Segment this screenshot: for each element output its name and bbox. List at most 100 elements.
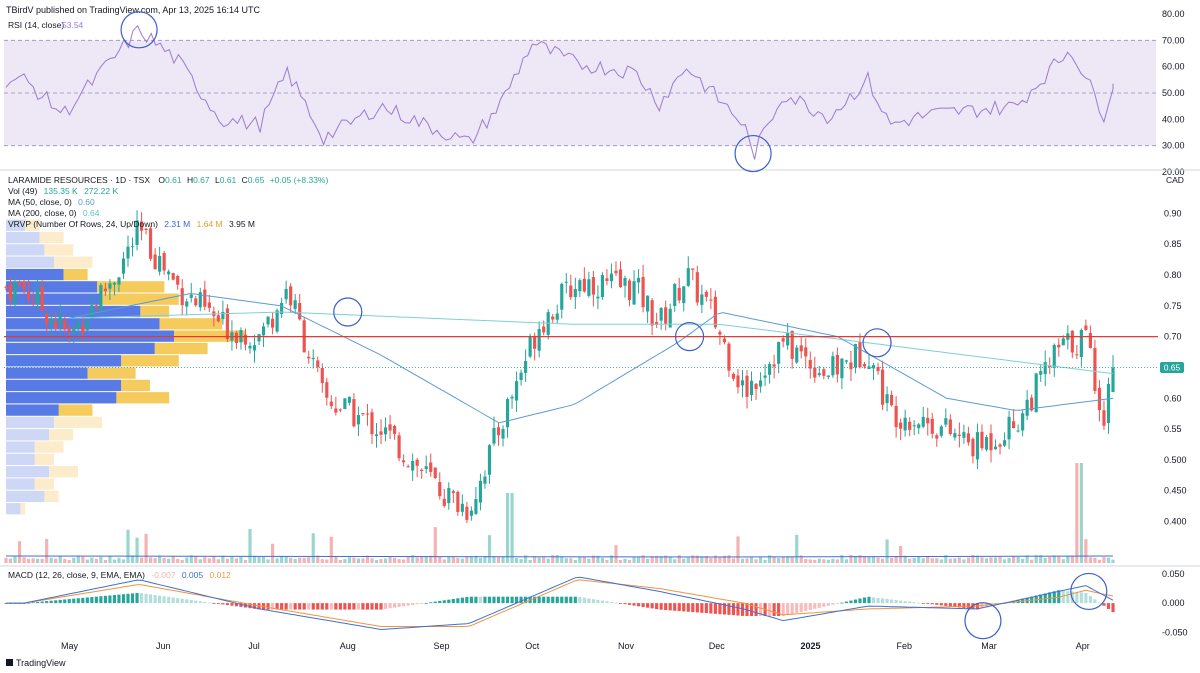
macd-histogram-bar [478,596,483,604]
vrvp-up-bar [6,244,45,256]
candle-body [799,345,803,352]
macd-histogram-bar [880,598,885,604]
volume-bar [483,555,487,563]
candle-body [704,291,708,297]
volume-bar [293,558,297,563]
macd-histogram-bar [374,603,379,610]
macd-histogram-bar [632,603,636,606]
volume-bar [921,558,925,563]
candle-body [871,365,876,369]
candle-body [108,283,112,289]
candle-body [831,356,835,376]
macd-histogram-bar [451,598,455,604]
volume-bar [139,557,144,563]
macd-histogram-bar [27,602,31,604]
candle-body [320,368,324,383]
volume-bar [54,558,58,563]
candle-body [478,480,483,503]
time-tick-label: Jul [248,641,260,651]
volume-bar [609,555,614,563]
volume-bar [13,556,17,563]
macd-histogram-bar [650,603,654,609]
tradingview-logo-icon [6,659,13,666]
macd-histogram-bar [655,603,659,610]
macd-histogram-bar [1102,603,1106,606]
volume-bar [966,557,970,563]
candle-body [126,246,130,259]
macd-histogram-bar [718,603,722,615]
volume-bar [17,541,22,563]
annotation-circle [734,134,772,173]
candle-body [899,422,903,429]
candle-body [271,318,275,328]
vrvp-up-bar [6,490,45,503]
macd-histogram-bar [813,603,817,609]
volume-bar [361,558,365,563]
volume-bar [880,558,885,563]
volume-bar [971,555,975,563]
macd-histogram-bar [117,594,121,604]
volume-bar [424,556,428,563]
candle-body [1030,397,1034,411]
vrvp-up-bar [6,256,54,268]
candle-body [722,338,727,343]
macd-histogram-bar [957,603,961,608]
macd-histogram-bar [1075,591,1079,604]
macd-histogram-bar [248,603,252,609]
candle-body [867,366,871,370]
time-tick-label: Dec [709,641,726,651]
candle-body [27,292,31,299]
macd-histogram-bar [388,603,392,609]
volume-bar [176,558,180,563]
candle-body [298,302,302,320]
macd-histogram-bar [271,603,275,610]
volume-bar [627,559,632,563]
macd-histogram-bar [307,603,311,610]
volume-bar [31,558,35,563]
volume-bar [248,528,252,563]
macd-histogram-bar [505,596,510,604]
candle-body [781,338,785,342]
volume-bar [885,539,889,563]
candle-body [492,427,496,444]
volume-bars [4,463,1115,563]
volume-bar [1057,556,1061,563]
macd-histogram-bar [867,596,871,604]
candle-body [623,277,627,286]
volume-bar [505,493,510,563]
candle-body [786,332,790,346]
macd-histogram-bar [749,603,754,616]
macd-histogram-bar [844,601,848,604]
macd-tick-label: -0.050 [1162,627,1188,637]
volume-bar [858,555,862,563]
volume-bar [1021,558,1025,563]
macd-histogram-bar [926,603,930,604]
volume-bar [862,556,867,563]
macd-histogram-bar [885,598,889,604]
candle-body [953,433,957,438]
macd-histogram-bar [591,599,595,604]
candle-body [560,283,564,310]
macd-histogram-bar [686,603,690,612]
macd-histogram-bar [45,601,49,604]
time-tick-label: Mar [981,641,997,651]
volume-bar [957,557,961,563]
vrvp-down-bar [140,305,170,318]
volume-bar [49,557,53,563]
candle-body [808,360,812,369]
volume-bar [600,557,605,563]
candle-body [1079,329,1083,358]
time-tick-label: May [61,641,79,651]
candle-body [1052,344,1056,368]
candle-body [1075,354,1079,356]
vrvp-down-bar [44,490,59,503]
vrvp-down-bar [44,244,74,256]
candle-body [966,433,970,443]
macd-histogram-bar [433,601,437,604]
candle-body [555,313,559,320]
candle-body [501,428,505,439]
volume-bar [1066,556,1070,563]
candle-body [618,269,623,288]
macd-histogram-bar [406,603,410,606]
vrvp-up-bar [6,367,88,379]
